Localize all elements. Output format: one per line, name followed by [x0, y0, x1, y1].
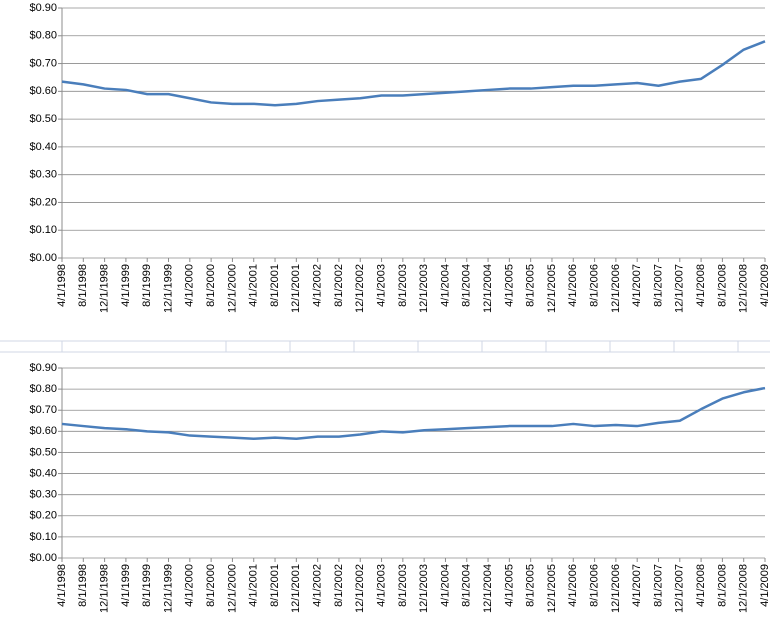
x-tick-label: 8/1/2008 [716, 264, 728, 307]
x-tick-label: 4/1/2004 [439, 264, 451, 307]
x-tick-label: 12/1/1998 [99, 564, 111, 613]
x-tick-label: 12/1/2007 [674, 564, 686, 613]
x-tick-label: 12/1/2006 [610, 264, 622, 313]
x-tick-label: 8/1/2004 [461, 564, 473, 607]
x-tick-label: 4/1/2005 [503, 264, 515, 307]
y-tick-label: $0.40 [29, 467, 57, 479]
y-tick-label: $0.60 [29, 425, 57, 437]
x-tick-label: 4/1/1998 [56, 564, 68, 607]
x-tick-label: 4/1/1998 [56, 264, 68, 307]
x-tick-label: 4/1/2002 [312, 564, 324, 607]
x-tick-label: 8/1/2004 [461, 264, 473, 307]
y-tick-label: $0.20 [29, 196, 57, 208]
x-tick-label: 12/1/2004 [482, 264, 494, 313]
x-tick-label: 8/1/2002 [333, 264, 345, 307]
y-tick-label: $0.10 [29, 531, 57, 543]
x-tick-label: 4/1/2007 [631, 564, 643, 607]
y-tick-label: $0.50 [29, 446, 57, 458]
x-tick-label: 4/1/2000 [184, 564, 196, 607]
y-tick-label: $0.10 [29, 224, 57, 236]
y-tick-label: $0.80 [29, 30, 57, 42]
y-tick-label: $0.70 [29, 404, 57, 416]
y-tick-label: $0.20 [29, 510, 57, 522]
x-tick-label: 12/1/1999 [162, 264, 174, 313]
x-tick-label: 8/1/2006 [588, 264, 600, 307]
x-tick-label: 12/1/2002 [354, 564, 366, 613]
x-tick-label: 8/1/2006 [588, 564, 600, 607]
x-tick-label: 12/1/2000 [226, 264, 238, 313]
x-tick-label: 12/1/2004 [482, 564, 494, 613]
x-tick-label: 12/1/2001 [290, 264, 302, 313]
x-tick-label: 8/1/2002 [333, 564, 345, 607]
x-tick-label: 12/1/2008 [738, 264, 750, 313]
y-tick-label: $0.90 [29, 362, 57, 374]
x-tick-label: 12/1/2002 [354, 264, 366, 313]
x-tick-label: 8/1/2005 [525, 564, 537, 607]
y-tick-label: $0.50 [29, 113, 57, 125]
y-tick-label: $0.30 [29, 169, 57, 181]
x-tick-label: 4/1/2005 [503, 564, 515, 607]
x-tick-label: 8/1/2001 [269, 264, 281, 307]
x-tick-label: 4/1/2009 [759, 264, 770, 307]
x-tick-label: 8/1/2001 [269, 564, 281, 607]
x-tick-label: 4/1/2000 [184, 264, 196, 307]
x-tick-label: 12/1/1999 [162, 564, 174, 613]
x-tick-label: 12/1/2001 [290, 564, 302, 613]
y-tick-label: $0.30 [29, 489, 57, 501]
x-tick-label: 8/1/2003 [397, 564, 409, 607]
y-tick-label: $0.00 [29, 252, 57, 264]
y-tick-label: $0.60 [29, 85, 57, 97]
y-tick-label: $0.80 [29, 383, 57, 395]
x-tick-label: 12/1/2003 [418, 564, 430, 613]
x-tick-label: 12/1/2008 [738, 564, 750, 613]
x-tick-label: 4/1/2003 [375, 264, 387, 307]
x-tick-label: 8/1/2007 [652, 564, 664, 607]
x-tick-label: 8/1/2005 [525, 264, 537, 307]
x-tick-label: 12/1/2007 [674, 264, 686, 313]
y-tick-label: $0.40 [29, 141, 57, 153]
x-tick-label: 4/1/2007 [631, 264, 643, 307]
x-tick-label: 12/1/2000 [226, 564, 238, 613]
x-tick-label: 8/1/1999 [141, 264, 153, 307]
x-tick-label: 12/1/2005 [546, 264, 558, 313]
x-tick-label: 4/1/2001 [248, 564, 260, 607]
x-tick-label: 8/1/2000 [205, 564, 217, 607]
x-tick-label: 12/1/2003 [418, 264, 430, 313]
x-tick-label: 8/1/1998 [77, 564, 89, 607]
x-tick-label: 8/1/2007 [652, 264, 664, 307]
x-tick-label: 4/1/2001 [248, 264, 260, 307]
x-tick-label: 8/1/2008 [716, 564, 728, 607]
sheet-separator [0, 340, 770, 353]
x-tick-label: 12/1/1998 [99, 264, 111, 313]
x-tick-label: 4/1/2006 [567, 564, 579, 607]
x-tick-label: 8/1/2000 [205, 264, 217, 307]
x-tick-label: 12/1/2005 [546, 564, 558, 613]
x-tick-label: 4/1/1999 [120, 264, 132, 307]
y-tick-label: $0.70 [29, 57, 57, 69]
x-tick-label: 8/1/1998 [77, 264, 89, 307]
data-line [61, 386, 766, 440]
x-tick-label: 4/1/2004 [439, 564, 451, 607]
y-tick-label: $0.90 [29, 2, 57, 14]
x-tick-label: 4/1/2009 [759, 564, 770, 607]
data-line [61, 40, 766, 107]
x-tick-label: 4/1/2006 [567, 264, 579, 307]
x-tick-label: 4/1/2008 [695, 564, 707, 607]
x-tick-label: 4/1/2008 [695, 264, 707, 307]
x-tick-label: 8/1/2003 [397, 264, 409, 307]
x-tick-label: 8/1/1999 [141, 564, 153, 607]
x-tick-label: 12/1/2006 [610, 564, 622, 613]
x-tick-label: 4/1/1999 [120, 564, 132, 607]
x-tick-label: 4/1/2003 [375, 564, 387, 607]
y-tick-label: $0.00 [29, 552, 57, 564]
x-tick-label: 4/1/2002 [312, 264, 324, 307]
